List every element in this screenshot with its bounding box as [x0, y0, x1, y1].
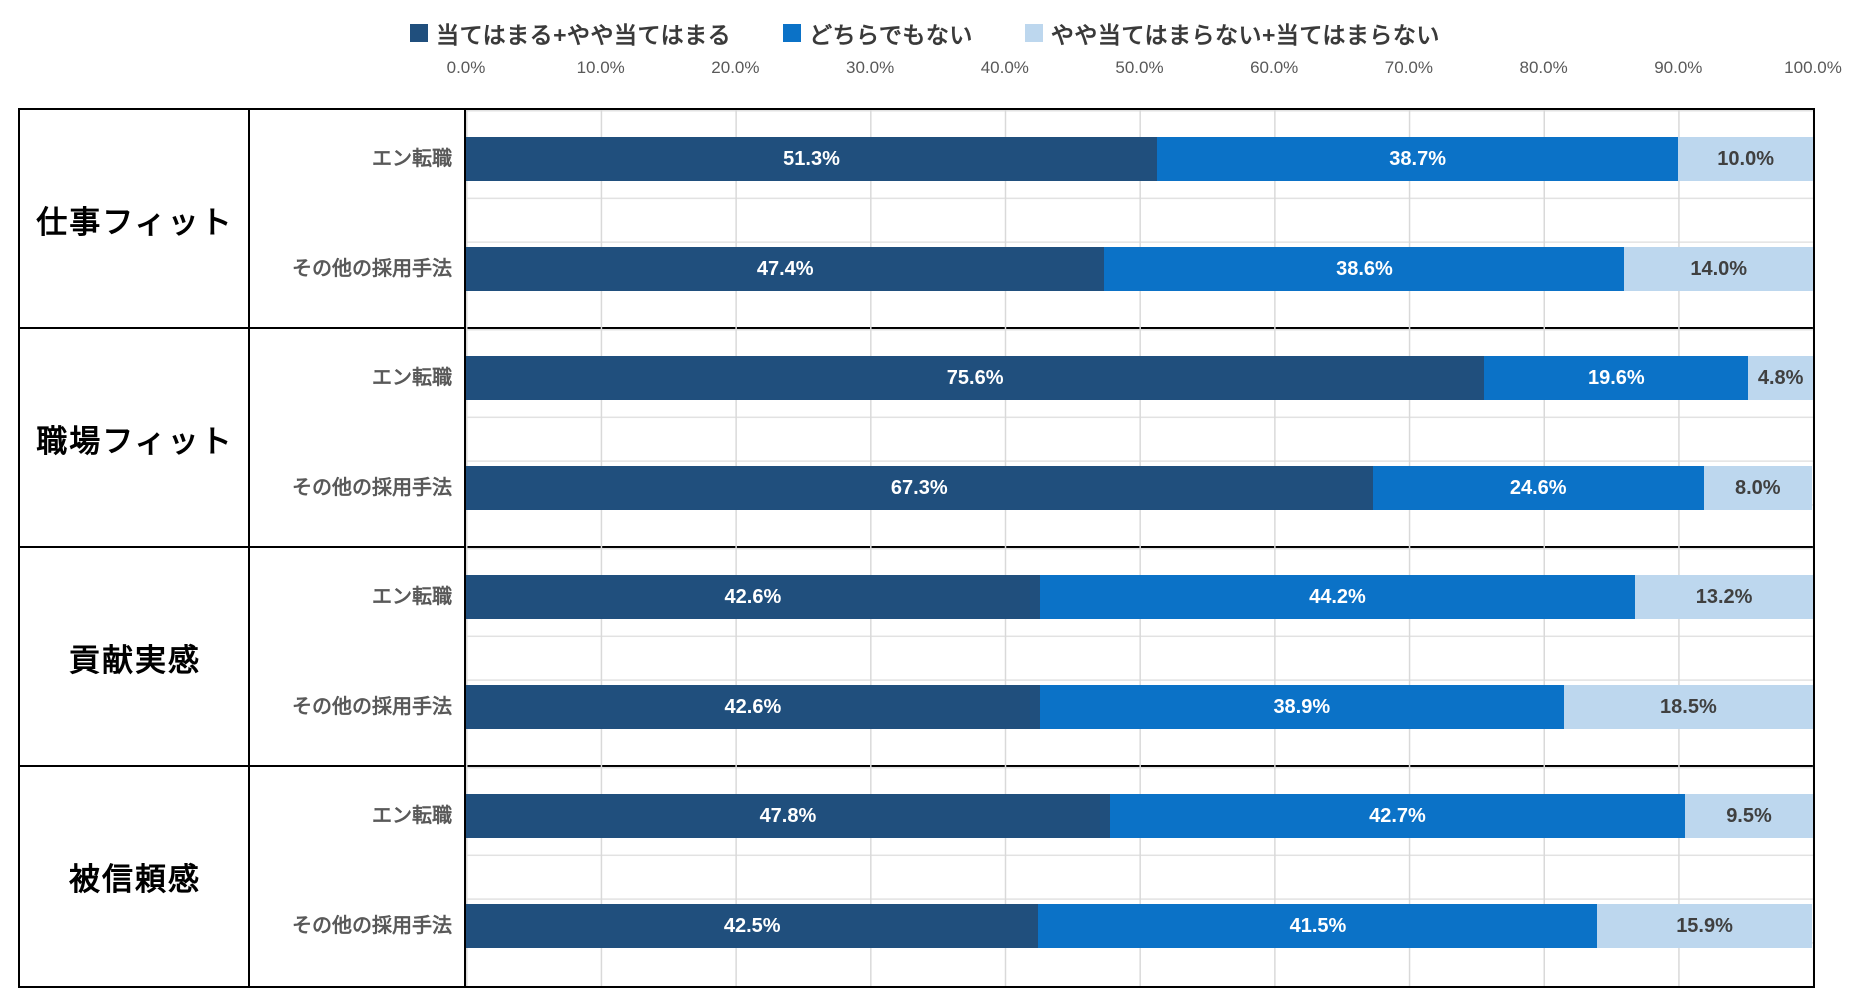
bar-row: 47.4% 38.6% 14.0% — [466, 247, 1813, 291]
x-axis-tick: 10.0% — [576, 58, 625, 77]
row-label: エン転職 — [372, 586, 452, 608]
bar-segment: 47.4% — [466, 247, 1105, 291]
bar-segment: 44.2% — [1039, 575, 1636, 619]
x-axis-tick: 30.0% — [845, 58, 895, 77]
bar-segment: 75.6% — [466, 356, 1485, 400]
bar-segment: 47.8% — [466, 794, 1110, 838]
bar-segment: 38.9% — [1039, 685, 1564, 729]
bar-segment: 8.0% — [1703, 466, 1812, 510]
row-label: エン転職 — [372, 148, 452, 170]
bar-segment: 38.6% — [1104, 247, 1625, 291]
row-label: エン転職 — [372, 367, 452, 389]
column-separator-2 — [464, 110, 466, 986]
x-axis-tick: 100.0% — [1784, 58, 1842, 77]
bar-segment: 42.7% — [1109, 794, 1686, 838]
bar-segment: 51.3% — [466, 137, 1157, 181]
bar-segment: 38.7% — [1157, 137, 1679, 181]
bar-segment: 10.0% — [1678, 137, 1813, 181]
legend-swatch-neutral-icon — [783, 24, 802, 42]
row-label: エン転職 — [372, 805, 452, 827]
column-separator-1 — [248, 110, 250, 986]
x-axis-tick: 60.0% — [1250, 58, 1299, 77]
row-label: その他の採用手法 — [292, 696, 452, 718]
bar-row: 42.6% 38.9% 18.5% — [466, 685, 1813, 729]
chart-table: 仕事フィット エン転職 その他の採用手法 職場フィット エン転職 その他の採用手法 貢献実感… — [18, 108, 1815, 988]
chart-legend: 当てはまる+やや当てはまる どちらでもない やや当てはまらない+当てはまらない — [0, 16, 1850, 50]
bar-segment: 42.6% — [466, 685, 1040, 729]
bar-segment: 18.5% — [1563, 685, 1813, 729]
bar-row: 51.3% 38.7% 10.0% — [466, 137, 1813, 181]
x-axis-tick: 90.0% — [1654, 58, 1703, 77]
bar-segment: 24.6% — [1372, 466, 1704, 510]
legend-swatch-disagree-icon — [1024, 24, 1043, 42]
x-axis-tick: 20.0% — [711, 58, 760, 77]
bar-segment: 41.5% — [1038, 904, 1598, 948]
bar-segment: 19.6% — [1484, 356, 1749, 400]
bar-segment: 9.5% — [1685, 794, 1813, 838]
bar-segment: 67.3% — [466, 466, 1373, 510]
bar-segment: 13.2% — [1635, 575, 1813, 619]
legend-item-disagree: やや当てはまらない+当てはまらない — [1024, 16, 1440, 50]
legend-label-agree: 当てはまる+やや当てはまる — [436, 22, 732, 48]
category-label: 貢献実感 — [69, 643, 201, 678]
bar-segment: 15.9% — [1597, 904, 1812, 948]
bar-row: 42.6% 44.2% 13.2% — [466, 575, 1813, 619]
legend-label-neutral: どちらでもない — [809, 22, 973, 48]
row-label: その他の採用手法 — [292, 915, 452, 937]
bar-segment: 42.6% — [466, 575, 1040, 619]
legend-label-disagree: やや当てはまらない+当てはまらない — [1050, 22, 1440, 48]
category-label: 被信頼感 — [69, 862, 201, 897]
bar-row: 42.5% 41.5% 15.9% — [466, 904, 1812, 948]
plot-area: 51.3% 38.7% 10.0% 47.4% 38.6% 14.0% 75.6% 19.6%… — [466, 110, 1813, 986]
category-label: 職場フィット — [36, 424, 234, 459]
x-axis-tick: 50.0% — [1115, 58, 1164, 77]
row-label: その他の採用手法 — [292, 477, 452, 499]
category-label: 仕事フィット — [36, 205, 234, 240]
bar-row: 47.8% 42.7% 9.5% — [466, 794, 1813, 838]
bar-segment: 42.5% — [466, 904, 1039, 948]
bar-row: 75.6% 19.6% 4.8% — [466, 356, 1813, 400]
x-axis-tick: 70.0% — [1384, 58, 1433, 77]
bar-row: 67.3% 24.6% 8.0% — [466, 466, 1812, 510]
legend-item-agree: 当てはまる+やや当てはまる — [410, 16, 731, 50]
bar-segment: 4.8% — [1748, 356, 1813, 400]
x-axis-tick: 80.0% — [1519, 58, 1568, 77]
row-label: その他の採用手法 — [292, 258, 452, 280]
x-axis-tick: 40.0% — [980, 58, 1029, 77]
x-axis-tick: 0.0% — [446, 58, 486, 77]
bar-segment: 14.0% — [1624, 247, 1813, 291]
legend-item-neutral: どちらでもない — [783, 16, 973, 50]
legend-swatch-agree-icon — [410, 24, 429, 42]
